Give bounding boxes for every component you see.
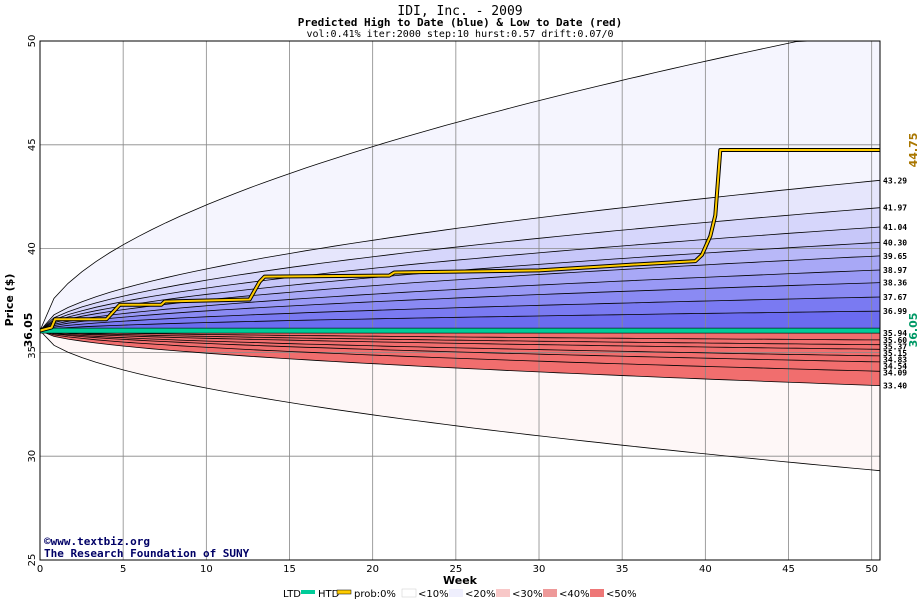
legend-prob: prob:0% [354,589,396,600]
y-tick-label-4: 45 [27,138,38,151]
high-quantile-line-7 [39,282,881,331]
x-tick-label-10: 50 [865,564,878,575]
y-tick-label-5: 50 [27,35,38,48]
legend-swatch-2 [496,589,510,597]
high-quantile-line-2 [39,207,881,331]
current-high-label: 44.75 [907,133,920,168]
low-quantile-line-8 [39,330,881,386]
high-band-2 [40,207,880,331]
legend-ltd: LTD [283,589,301,600]
high-quantile-line-6 [39,269,881,331]
y-tick-label-1: 30 [27,450,38,463]
low-quantile-line-7 [39,330,881,372]
axis-ticks: 0 5 10 15 20 25 30 35 40 45 50 25 30 35 40 45 50 [27,35,878,575]
low-quantile-line-4 [39,330,881,350]
high-quantile-line-9 [39,310,881,331]
x-tick-label-7: 35 [616,564,629,575]
x-tick-label-0: 0 [37,564,43,575]
high-quantile-label-2: 41.04 [883,223,907,232]
legend-swatch-0 [401,588,417,598]
high-quantile-label-1: 41.97 [883,204,907,213]
high-band-7 [40,282,880,331]
high-quantile-label-3: 40.30 [883,238,907,247]
ltd-line [39,327,881,334]
probability-bands [40,41,880,471]
high-band-1 [40,180,880,331]
legend-swatch-1 [449,589,463,597]
current-low-label: 36.05 [907,313,920,348]
htd-line [39,149,880,332]
legend-item-4: <40% [559,589,590,600]
low-quantile-label-2: 35.37 [883,342,907,351]
high-quantile-label-0: 43.29 [883,176,907,185]
x-tick-label-1: 5 [120,564,126,575]
low-quantile-line-0 [39,330,881,472]
x-tick-label-3: 15 [283,564,296,575]
legend-swatch-3 [543,589,557,597]
high-band-9 [40,311,880,331]
high-quantile-label-6: 38.36 [883,279,907,288]
chart-params: vol:0.41% iter:2000 step:10 hurst:0.57 d… [306,29,613,40]
x-tick-label-9: 45 [782,564,795,575]
high-band-5 [40,255,880,331]
high-quantile-line-3 [39,226,881,331]
low-quantile-label-4: 34.83 [883,355,907,364]
credit-line-2: The Research Foundation of SUNY [44,547,250,560]
x-axis-label: Week [443,574,478,587]
chart-title: IDI, Inc. - 2009 [397,4,522,19]
legend-ltd-swatch [301,590,315,594]
price-paths [39,148,881,334]
legend-swatch-4 [590,589,604,597]
low-quantile-line-6 [39,330,881,363]
legend-item-5: <50% [606,589,637,600]
high-quantile-label-7: 37.67 [883,293,907,302]
legend: LTD HTD prob:0% <10% <20% <30% <40% <50% [283,588,637,600]
high-band-3 [40,227,880,331]
plot-frame [39,40,881,561]
high-quantile-label-4: 39.65 [883,252,907,261]
high-quantile-label-8: 36.99 [883,307,907,316]
high-quantile-line-0 [39,40,880,331]
low-quantile-label-3: 35.15 [883,349,907,358]
low-quantile-label-5: 34.54 [883,362,907,371]
low-quantile-label-1: 35.60 [883,336,907,345]
x-tick-label-8: 40 [699,564,712,575]
chart-subtitle: Predicted High to Date (blue) & Low to D… [298,16,623,29]
x-tick-label-4: 20 [366,564,379,575]
legend-item-1: <10% [418,589,449,600]
start-price-label: 36.05 [22,313,35,348]
x-tick-label-5: 25 [449,564,462,575]
right-quantile-labels: 43.29 41.97 41.04 40.30 39.65 38.97 38.36 37.67… [883,176,907,390]
low-quantile-label-0: 35.94 [883,329,907,338]
high-band-6 [40,270,880,331]
y-tick-label-2: 35 [27,346,38,359]
low-quantile-label-6: 34.09 [883,368,907,377]
y-tick-label-0: 25 [27,554,38,567]
low-quantile-line-5 [39,330,881,357]
high-band-0 [40,41,880,331]
low-quantile-line-3 [39,330,881,346]
high-quantile-line-8 [39,296,881,331]
x-tick-label-6: 30 [533,564,546,575]
high-quantile-line-1 [39,179,881,331]
legend-item-3: <30% [512,589,543,600]
low-quantile-line-2 [39,330,880,341]
low-quantile-label-7: 33.40 [883,382,907,391]
x-tick-label-2: 10 [200,564,213,575]
credit-line-1: ©www.textbiz.org [44,535,150,548]
high-quantile-label-5: 38.97 [883,266,907,275]
y-tick-label-3: 40 [27,242,38,255]
legend-item-2: <20% [465,589,496,600]
high-band-8 [40,297,880,331]
legend-htd-swatch [336,589,352,595]
legend-htd: HTD [318,589,340,600]
y-axis-label: Price ($) [3,274,16,327]
